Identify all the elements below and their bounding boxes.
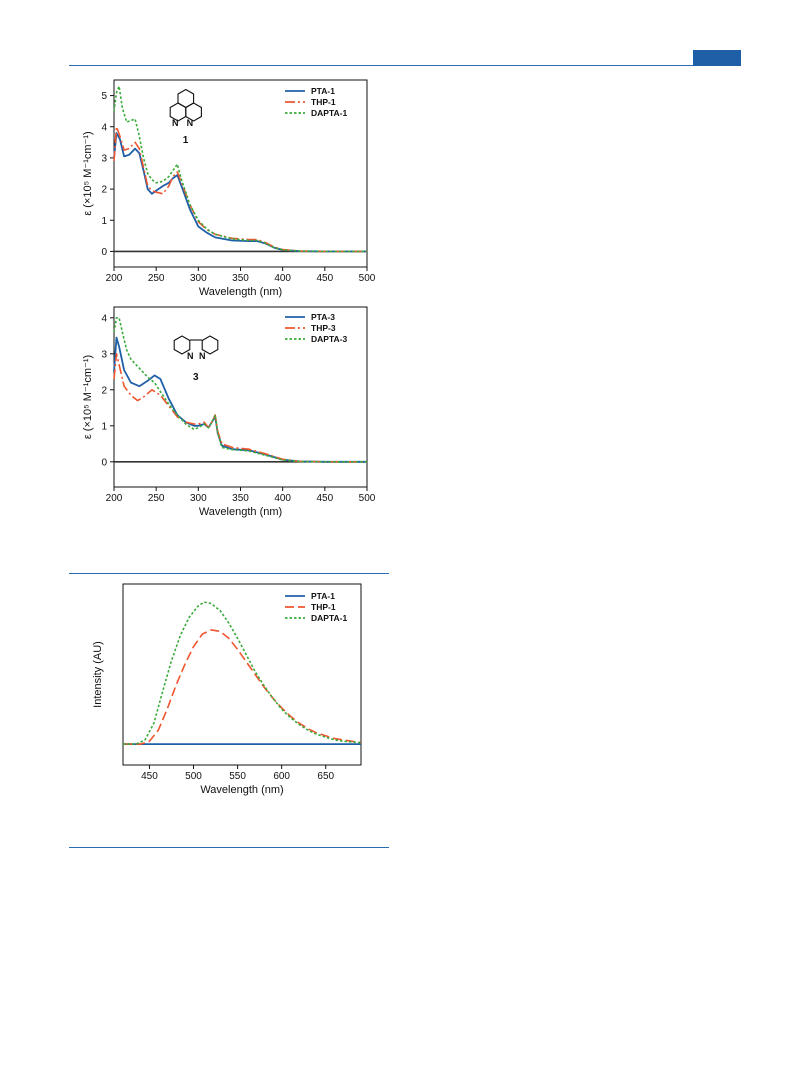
ring-1 <box>201 335 219 355</box>
bipyridine-structure: N N 3 <box>173 335 219 383</box>
ring-2 <box>177 88 195 109</box>
x-tick-label-3: 350 <box>232 273 249 284</box>
nitrogen-label-1: N <box>187 351 194 361</box>
x-tick-label-3: 350 <box>232 493 249 504</box>
x-tick-label-4: 400 <box>274 493 291 504</box>
legend-label-dapta-3: DAPTA-3 <box>311 334 347 344</box>
y-axis-title: ε (×10⁵ M⁻¹cm⁻¹) <box>82 355 94 439</box>
legend-label-dapta-1: DAPTA-1 <box>311 108 347 118</box>
legend-label-pta-3: PTA-3 <box>311 312 335 322</box>
series-line-dapta-1 <box>123 601 362 745</box>
y-tick-label-0: 0 <box>101 457 107 468</box>
plot-frame <box>122 583 362 766</box>
x-tick-label-0: 200 <box>106 493 123 504</box>
phenanthroline-structure: N N1 <box>169 88 202 146</box>
x-tick-label-5: 450 <box>316 493 333 504</box>
x-tick-label-5: 450 <box>316 273 333 284</box>
legend-label-pta-1: PTA-1 <box>311 86 335 96</box>
x-tick-label-0: 450 <box>141 771 158 782</box>
nitrogen-label-2: N <box>199 351 206 361</box>
compound-number: 1 <box>183 135 189 146</box>
nitrogen-label-2: N <box>187 118 194 128</box>
x-tick-label-2: 550 <box>229 771 246 782</box>
compound-number: 3 <box>193 372 199 383</box>
x-tick-label-3: 600 <box>273 771 290 782</box>
y-tick-label-3: 3 <box>101 349 107 360</box>
y-tick-label-4: 4 <box>101 122 107 133</box>
x-tick-label-1: 250 <box>148 493 165 504</box>
x-tick-label-4: 650 <box>317 771 334 782</box>
y-tick-label-3: 3 <box>101 153 107 164</box>
section-rule-2 <box>69 847 389 848</box>
y-tick-label-0: 0 <box>101 247 107 258</box>
x-axis-title: Wavelength (nm) <box>199 286 282 298</box>
x-tick-label-2: 300 <box>190 493 207 504</box>
header-tab <box>693 50 741 66</box>
x-axis-title: Wavelength (nm) <box>200 784 283 796</box>
x-tick-label-1: 500 <box>185 771 202 782</box>
x-axis-title: Wavelength (nm) <box>199 506 282 518</box>
y-tick-label-5: 5 <box>101 91 107 102</box>
y-tick-label-1: 1 <box>101 216 107 227</box>
legend-label-thp-1: THP-1 <box>311 602 336 612</box>
y-axis-title: ε (×10⁵ M⁻¹cm⁻¹) <box>82 131 94 215</box>
nitrogen-label-1: N <box>172 118 179 128</box>
y-tick-label-4: 4 <box>101 313 107 324</box>
header-rule <box>69 65 741 66</box>
x-tick-label-6: 500 <box>359 273 376 284</box>
x-tick-label-6: 500 <box>359 493 376 504</box>
ring-0 <box>173 335 191 355</box>
y-axis-title: Intensity (AU) <box>92 641 104 708</box>
x-tick-label-1: 250 <box>148 273 165 284</box>
legend-label-dapta-1: DAPTA-1 <box>311 613 347 623</box>
x-tick-label-2: 300 <box>190 273 207 284</box>
y-tick-label-2: 2 <box>101 385 107 396</box>
series-line-thp-3 <box>113 353 367 463</box>
series-line-dapta-3 <box>113 317 367 463</box>
series-line-thp-1 <box>123 629 362 745</box>
legend-label-thp-3: THP-3 <box>311 323 336 333</box>
x-tick-label-0: 200 <box>106 273 123 284</box>
y-tick-label-1: 1 <box>101 421 107 432</box>
x-tick-label-4: 400 <box>274 273 291 284</box>
section-rule-1 <box>69 573 389 574</box>
y-tick-label-2: 2 <box>101 185 107 196</box>
legend-label-thp-1: THP-1 <box>311 97 336 107</box>
legend-label-pta-1: PTA-1 <box>311 591 335 601</box>
